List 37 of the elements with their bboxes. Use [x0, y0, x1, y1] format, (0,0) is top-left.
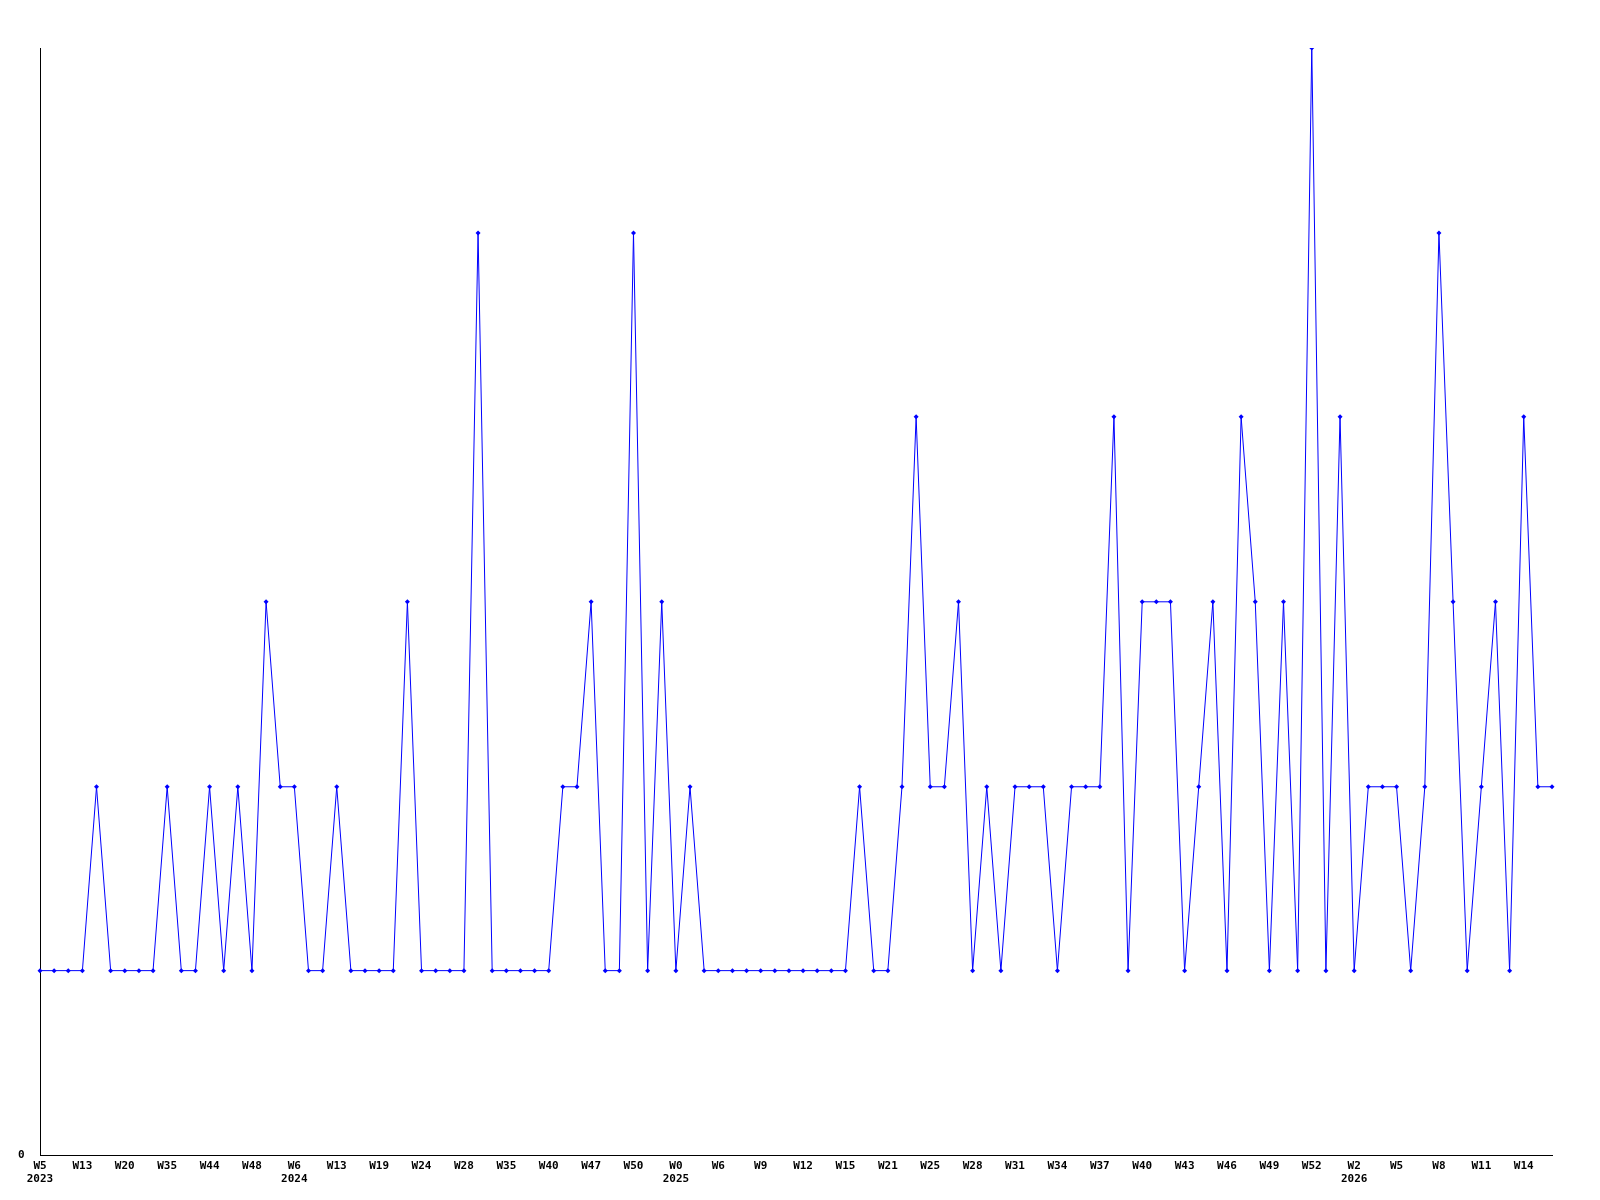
x-tick-label: W52: [1301, 1159, 1322, 1173]
x-tick-label: W25: [920, 1159, 941, 1173]
x-tick-label: W24: [411, 1159, 432, 1173]
x-tick-label: W40: [1132, 1159, 1153, 1173]
x-tick-label: W35: [157, 1159, 178, 1173]
x-tick-label: W6 2024: [281, 1159, 308, 1186]
x-tick-label: W0 2025: [662, 1159, 690, 1186]
x-tick-label: W43: [1174, 1159, 1195, 1173]
x-tick-label: W6: [711, 1159, 726, 1173]
x-tick-label: W28: [962, 1159, 983, 1173]
x-tick-label: W5 2023: [26, 1159, 54, 1186]
x-tick-label: W2 2026: [1340, 1159, 1368, 1186]
x-tick-label: W28: [453, 1159, 474, 1173]
x-tick-label: W48: [242, 1159, 262, 1173]
x-tick-label: W12: [793, 1159, 813, 1173]
x-tick-label: W8: [1432, 1159, 1446, 1173]
x-tick-label: W11: [1471, 1159, 1492, 1173]
x-tick-label: W14: [1513, 1159, 1535, 1173]
x-tick-label: W13: [326, 1159, 347, 1173]
x-tick-label: W46: [1217, 1159, 1238, 1173]
x-tick-label: W34: [1047, 1159, 1068, 1173]
x-tick-label: W20: [114, 1159, 135, 1173]
x-tick-label: W31: [1005, 1159, 1026, 1173]
x-tick-label: W9: [754, 1159, 768, 1173]
x-tick-label: W19: [369, 1159, 390, 1173]
x-tick-label: W50: [623, 1159, 644, 1173]
x-tick-label: W44: [199, 1159, 220, 1173]
x-tick-label: W5: [1389, 1159, 1404, 1173]
text: 0: [18, 1148, 25, 1162]
x-tick-label: W37: [1089, 1159, 1110, 1173]
x-tick-label: W47: [581, 1159, 602, 1173]
x-tick-label: W21: [877, 1159, 899, 1173]
x-tick-label: W40: [538, 1159, 559, 1173]
x-tick-label: W49: [1259, 1159, 1280, 1173]
x-tick-label: W13: [72, 1159, 93, 1173]
x-tick-label: W15: [835, 1159, 856, 1173]
x-tick-label: W35: [496, 1159, 517, 1173]
